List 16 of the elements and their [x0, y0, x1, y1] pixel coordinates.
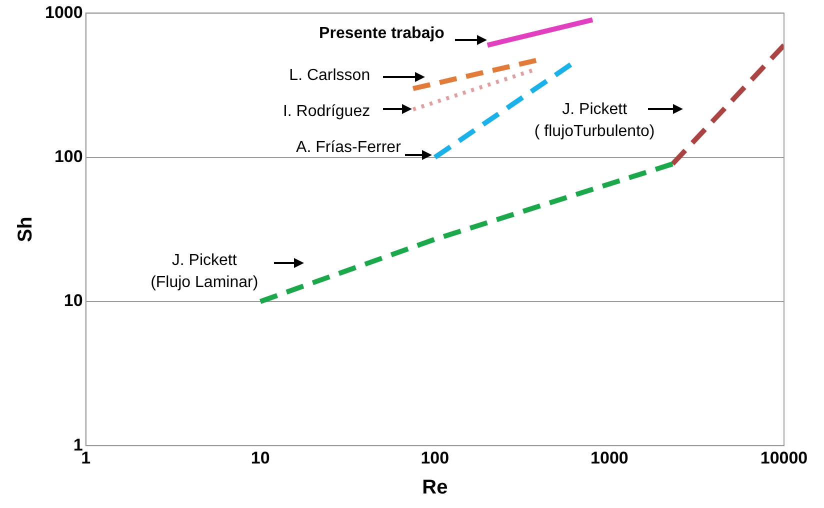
text: I. Rodríguez [282, 103, 370, 120]
x-tick-label: 10 [250, 448, 270, 468]
y-tick-label: 1 [73, 435, 83, 454]
y-tick-label: 10 [64, 291, 83, 310]
x-tick-label: 1000 [590, 448, 628, 468]
y-tick-label: 100 [54, 147, 83, 166]
x-tick-label: 100 [420, 448, 450, 468]
series-label: J. Pickett ( flujoTurbulento) [534, 100, 655, 140]
y-axis-title: Sh [14, 216, 37, 242]
text: Presente trabajo [319, 25, 444, 42]
x-axis-title: Re [422, 476, 448, 499]
text: L. Carlsson [289, 66, 370, 84]
series-label: J. Pickett (Flujo Laminar) [150, 252, 258, 292]
text: A. Frías-Ferrer [296, 139, 401, 156]
y-tick-label: 1000 [44, 2, 83, 22]
x-tick-label: 10000 [760, 448, 808, 468]
